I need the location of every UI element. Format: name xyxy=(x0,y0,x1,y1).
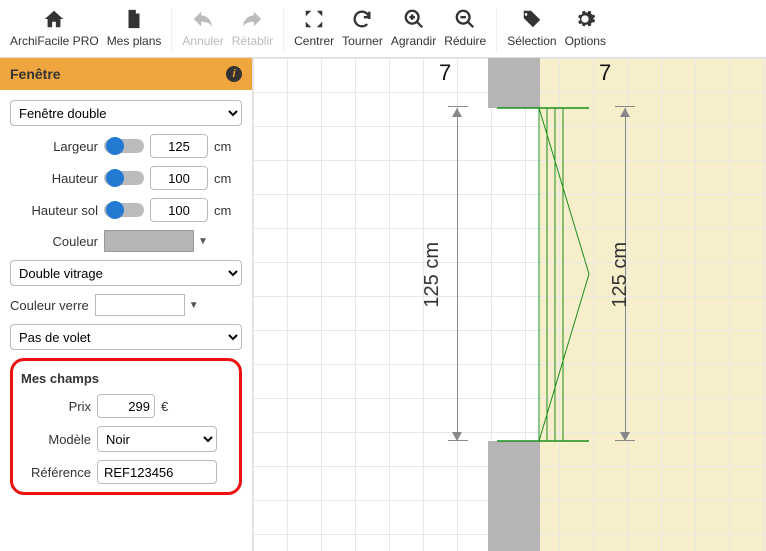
height-label: Hauteur xyxy=(10,171,98,186)
undo-label: Annuler xyxy=(182,34,223,48)
color-swatch[interactable] xyxy=(104,230,194,252)
color-dropdown-caret[interactable]: ▼ xyxy=(198,236,208,247)
info-icon[interactable]: i xyxy=(226,66,242,82)
expand-icon xyxy=(303,8,325,30)
color-label: Couleur xyxy=(10,234,98,249)
width-slider[interactable] xyxy=(104,139,144,153)
glazing-select[interactable]: Double vitrage xyxy=(10,260,242,286)
redo-label: Rétablir xyxy=(232,34,273,48)
options-label: Options xyxy=(565,34,606,48)
width-label: Largeur xyxy=(10,139,98,154)
sill-input[interactable] xyxy=(150,198,208,222)
glass-color-label: Couleur verre xyxy=(10,298,89,313)
zoomout-button[interactable]: Réduire xyxy=(440,4,490,48)
center-button[interactable]: Centrer xyxy=(290,4,338,48)
dim-left-line xyxy=(457,108,458,441)
tag-icon xyxy=(521,8,543,30)
height-slider[interactable] xyxy=(104,171,144,185)
panel-body: Fenêtre double Largeur cm Hauteur cm Hau… xyxy=(0,90,252,505)
custom-fields-box: Mes champs Prix € Modèle Noir Référence xyxy=(10,358,242,495)
sill-slider[interactable] xyxy=(104,203,144,217)
zoomin-button[interactable]: Agrandir xyxy=(387,4,440,48)
top-left-num: 7 xyxy=(439,60,451,86)
properties-sidebar: Fenêtre i Fenêtre double Largeur cm Haut… xyxy=(0,58,252,551)
dim-left-wrap: 125 cm xyxy=(421,108,444,441)
undo-icon xyxy=(192,8,214,30)
price-unit: € xyxy=(161,399,168,414)
model-label: Modèle xyxy=(21,432,91,447)
ref-label: Référence xyxy=(21,465,91,480)
price-label: Prix xyxy=(21,399,91,414)
undo-button[interactable]: Annuler xyxy=(178,4,227,48)
sill-unit: cm xyxy=(214,203,231,218)
width-unit: cm xyxy=(214,139,231,154)
price-input[interactable] xyxy=(97,394,155,418)
zoom-in-icon xyxy=(403,8,425,30)
selection-label: Sélection xyxy=(507,34,556,48)
glass-dropdown-caret[interactable]: ▼ xyxy=(189,300,199,311)
toolbar: ArchiFacile PRO Mes plans Annuler Rétabl… xyxy=(0,0,766,58)
height-unit: cm xyxy=(214,171,231,186)
wall-top xyxy=(488,58,540,108)
wall-bottom xyxy=(488,441,540,551)
rotate-icon xyxy=(351,8,373,30)
zoomin-label: Agrandir xyxy=(391,34,436,48)
window-type-select[interactable]: Fenêtre double xyxy=(10,100,242,126)
panel-title: Fenêtre xyxy=(10,66,61,82)
redo-button[interactable]: Rétablir xyxy=(228,4,277,48)
file-icon xyxy=(123,8,145,30)
plans-label: Mes plans xyxy=(107,34,162,48)
sill-label: Hauteur sol xyxy=(10,203,98,218)
home-button[interactable]: ArchiFacile PRO xyxy=(6,4,103,48)
center-label: Centrer xyxy=(294,34,334,48)
selection-button[interactable]: Sélection xyxy=(503,4,560,48)
panel-header: Fenêtre i xyxy=(0,58,252,90)
height-input[interactable] xyxy=(150,166,208,190)
workspace: Fenêtre i Fenêtre double Largeur cm Haut… xyxy=(0,58,766,551)
zoomout-label: Réduire xyxy=(444,34,486,48)
glass-color-swatch[interactable] xyxy=(95,294,185,316)
rotate-button[interactable]: Tourner xyxy=(338,4,387,48)
dim-left-arrow-top xyxy=(452,108,462,117)
options-button[interactable]: Options xyxy=(561,4,610,48)
home-icon xyxy=(43,8,65,30)
shutter-select[interactable]: Pas de volet xyxy=(10,324,242,350)
width-input[interactable] xyxy=(150,134,208,158)
plans-button[interactable]: Mes plans xyxy=(103,4,166,48)
dim-left-text: 125 cm xyxy=(421,242,444,308)
dim-right-text: 125 cm xyxy=(609,242,632,308)
top-right-num: 7 xyxy=(599,60,611,86)
rotate-label: Tourner xyxy=(342,34,383,48)
window-symbol[interactable] xyxy=(497,108,589,441)
model-select[interactable]: Noir xyxy=(97,426,217,452)
custom-fields-title: Mes champs xyxy=(21,371,231,386)
redo-icon xyxy=(241,8,263,30)
drawing-canvas[interactable]: 7 7 125 cm xyxy=(252,58,766,551)
home-label: ArchiFacile PRO xyxy=(10,34,99,48)
zoom-out-icon xyxy=(454,8,476,30)
gear-icon xyxy=(574,8,596,30)
dim-right-wrap: 125 cm xyxy=(609,108,632,441)
ref-input[interactable] xyxy=(97,460,217,484)
